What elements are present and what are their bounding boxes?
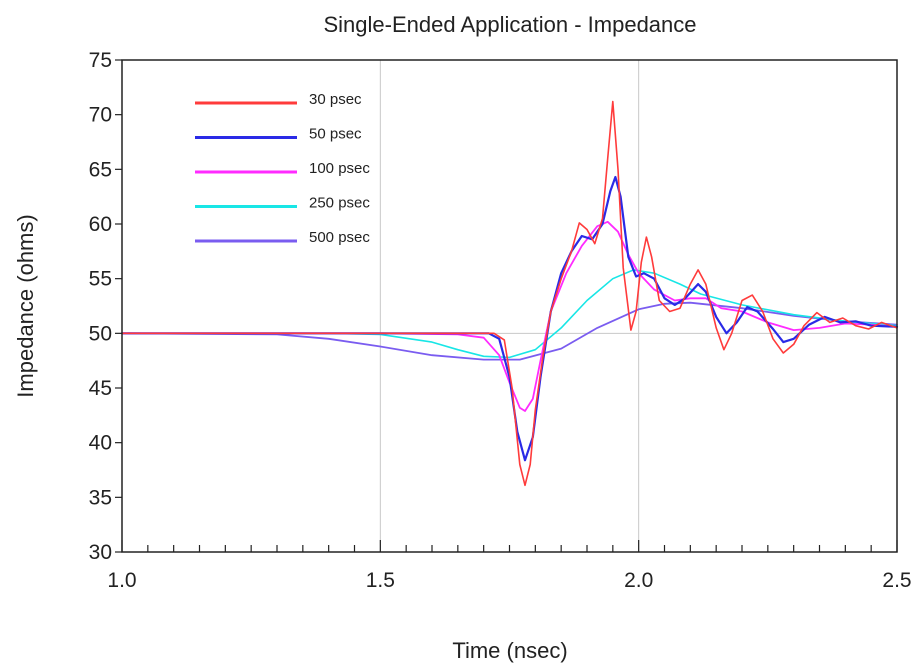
- x-axis-label: Time (nsec): [452, 638, 567, 663]
- series-line: [121, 100, 898, 487]
- x-tick-label: 2.0: [624, 569, 653, 592]
- series-line: [121, 301, 898, 361]
- gridlines: [122, 60, 897, 552]
- y-tick-label: 70: [89, 104, 112, 127]
- x-tick-label: 1.0: [107, 569, 136, 592]
- y-axis-label: Impedance (ohms): [13, 214, 38, 397]
- x-tick-label: 2.5: [882, 569, 911, 592]
- y-tick-label: 65: [89, 158, 112, 181]
- y-tick-label: 35: [89, 486, 112, 509]
- x-tick-labels: 1.0 1.5 2.0 2.5: [107, 569, 911, 592]
- legend-label: 100 psec: [309, 160, 370, 177]
- series-lines: [120, 100, 899, 487]
- y-tick-label: 40: [89, 432, 112, 455]
- y-tick-label: 45: [89, 377, 112, 400]
- y-tick-label: 55: [89, 268, 112, 291]
- legend: 30 psec 50 psec 100 psec 250 psec 500 psec: [195, 91, 370, 246]
- legend-label: 500 psec: [309, 229, 370, 246]
- series-line: [121, 269, 898, 359]
- legend-label: 250 psec: [309, 195, 370, 212]
- y-tick-label: 50: [89, 322, 112, 345]
- x-tick-label: 1.5: [366, 569, 395, 592]
- y-tick-label: 75: [89, 49, 112, 72]
- y-tick-label: 60: [89, 213, 112, 236]
- legend-label: 30 psec: [309, 91, 362, 108]
- chart-title: Single-Ended Application - Impedance: [323, 12, 696, 37]
- axis-ticks: [115, 59, 898, 553]
- plot-frame: [121, 59, 898, 553]
- legend-label: 50 psec: [309, 126, 362, 143]
- y-tick-labels: 30 35 40 45 50 55 60 65 70 75: [89, 49, 112, 564]
- series-line: [120, 175, 899, 462]
- series-line: [121, 220, 898, 412]
- y-tick-label: 30: [89, 541, 112, 564]
